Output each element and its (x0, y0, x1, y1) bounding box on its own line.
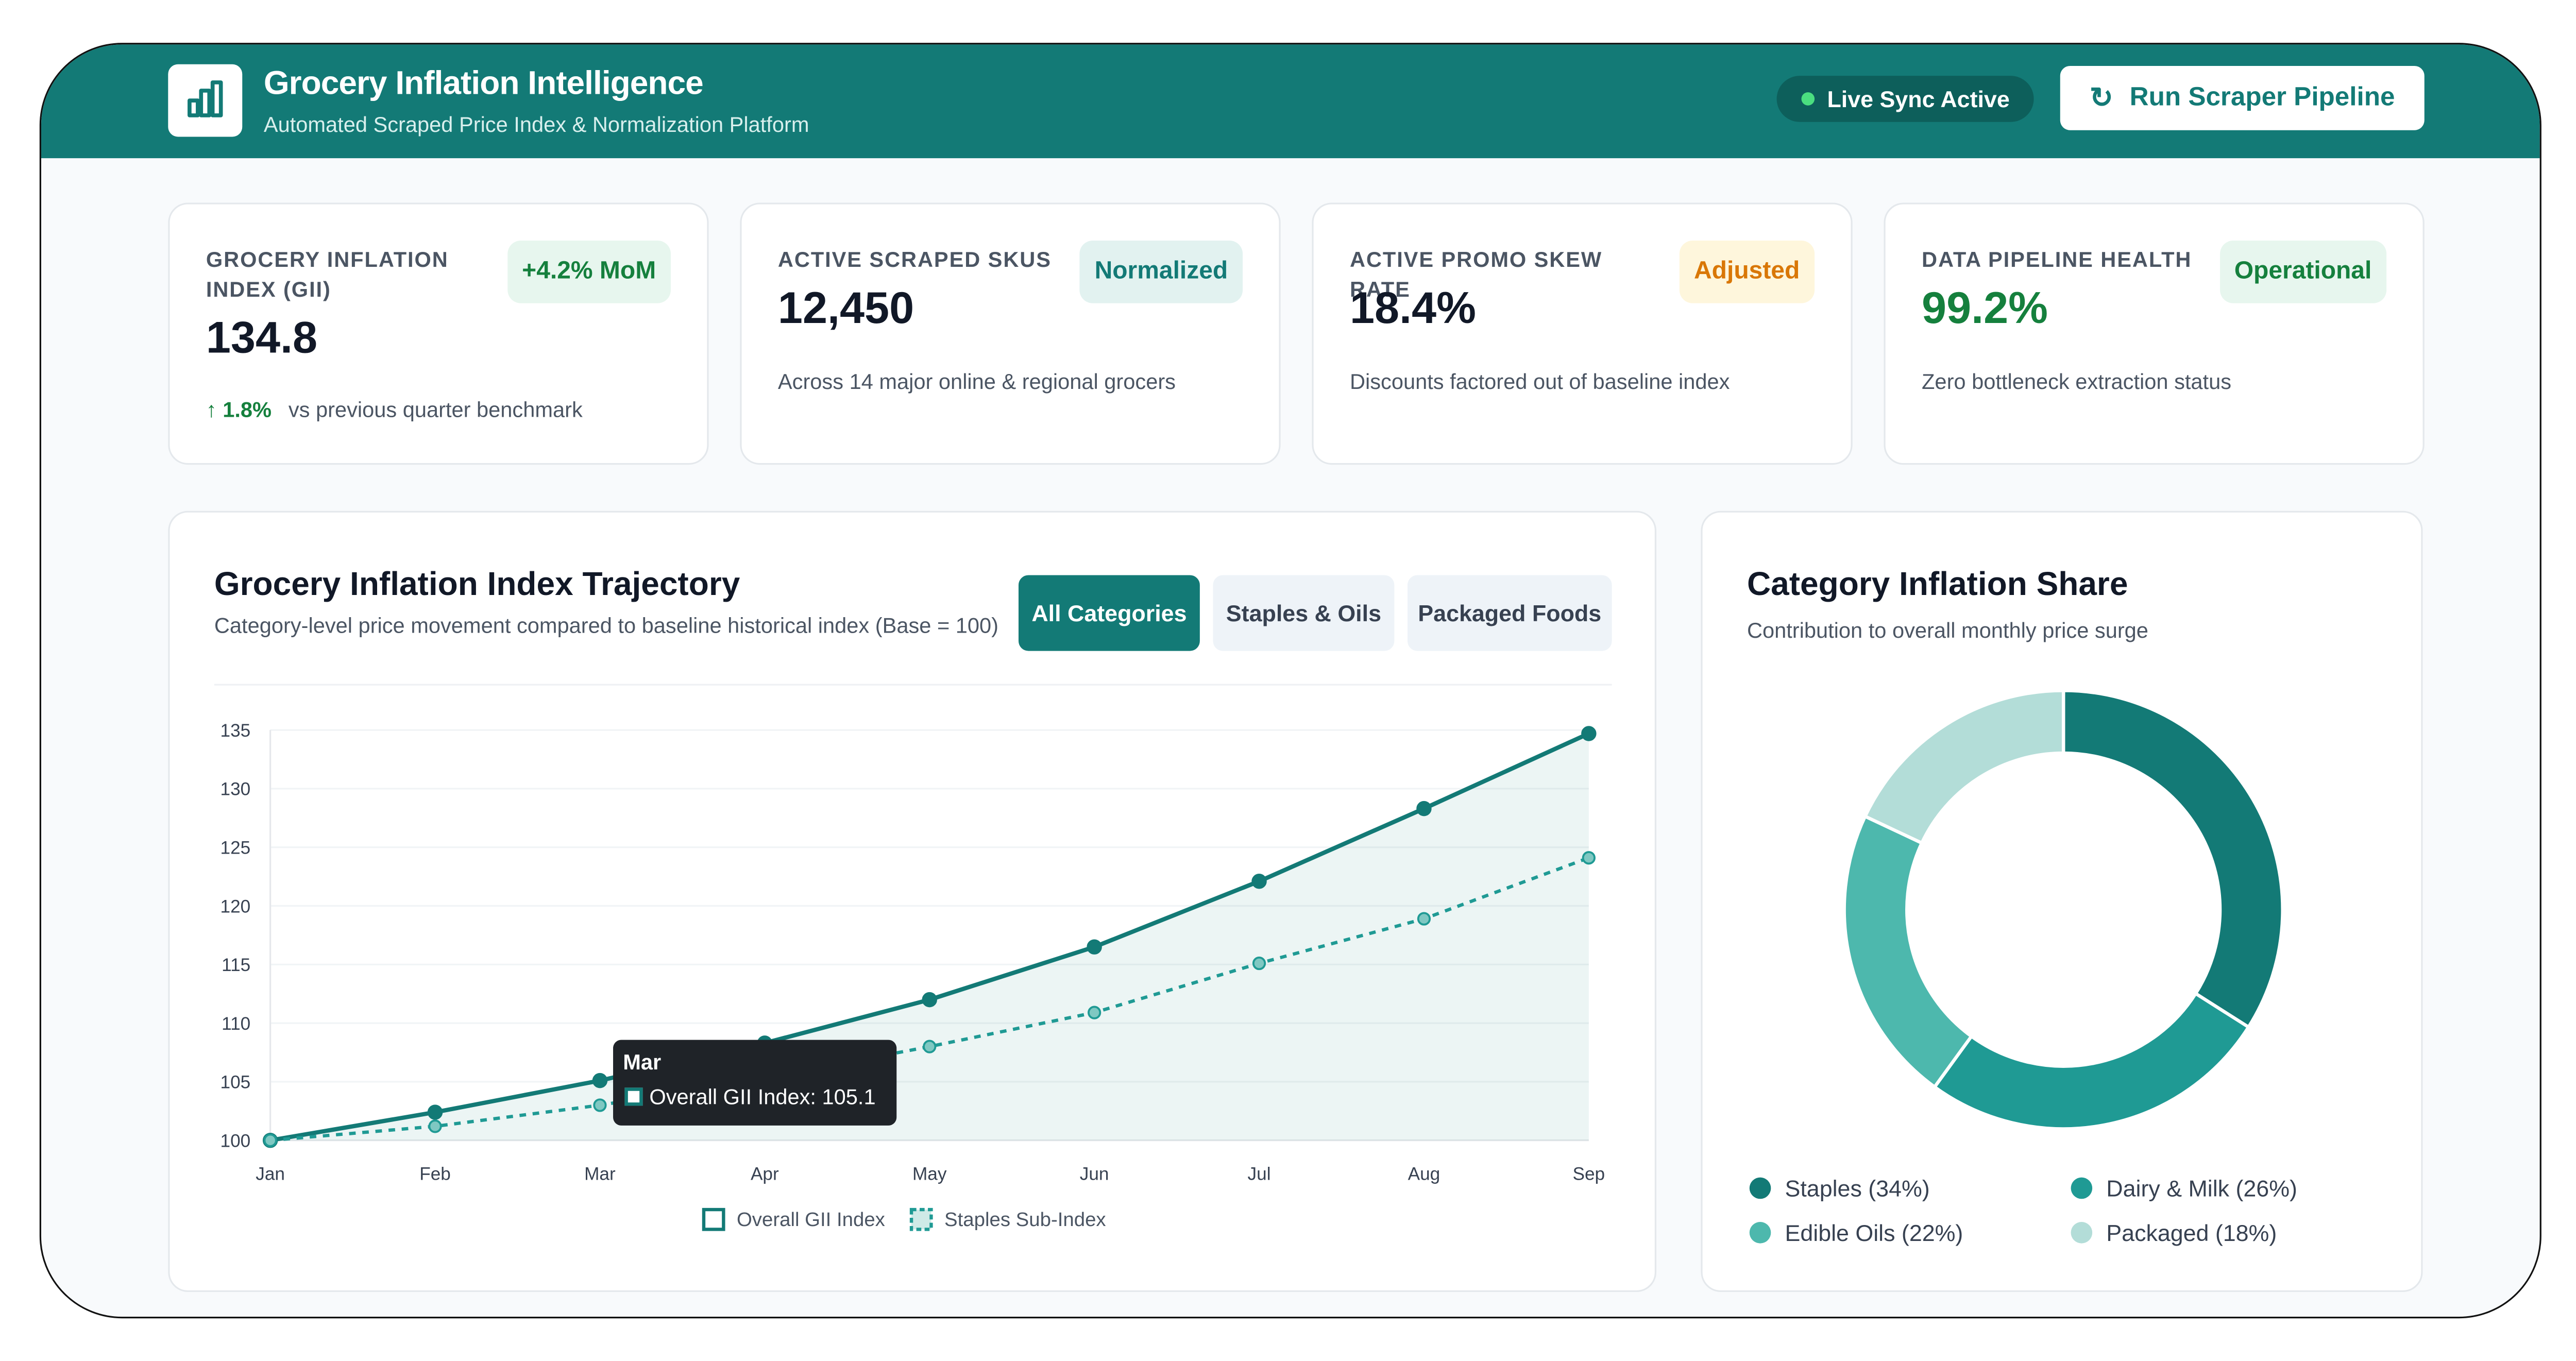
refresh-icon: ↻ (2090, 81, 2113, 113)
data-point (427, 1104, 443, 1120)
x-tick-label: Jan (256, 1164, 285, 1184)
x-tick-label: Feb (419, 1164, 451, 1184)
charts: 100 105 110 115 120 125 130 135 Jan Feb Mar Apr May J… (221, 689, 2297, 1246)
legend-dot (1749, 1222, 1771, 1244)
y-tick-label: 115 (222, 955, 250, 975)
logo (168, 64, 243, 137)
x-tick-label: Sep (1573, 1164, 1605, 1184)
data-point (1416, 801, 1432, 816)
legend-label: Overall GII Index (737, 1209, 885, 1231)
y-tick-label: 135 (221, 721, 251, 741)
x-tick-label: Apr (751, 1164, 779, 1184)
kpi-note: Across 14 major online & regional grocer… (777, 369, 1176, 394)
kpi-label: ACTIVE SCRAPED SKUS (777, 247, 1052, 272)
donut-slice (1842, 814, 1974, 1090)
y-tick-label: 110 (222, 1014, 250, 1034)
data-point (922, 992, 937, 1008)
data-point (428, 1119, 442, 1133)
share-card: Category Inflation Share Contribution to… (1701, 511, 2423, 1292)
donut-slice (1932, 991, 2251, 1131)
data-point (1088, 1006, 1101, 1019)
app-frame: Grocery Inflation Intelligence Automated… (39, 43, 2541, 1319)
legend-label: Edible Oils (22%) (1785, 1220, 1963, 1246)
x-tick-label: May (912, 1164, 947, 1184)
filter-button[interactable]: Staples & Oils (1213, 575, 1395, 651)
data-point (1417, 912, 1431, 926)
kpi-label: DATA PIPELINE HEALTH (1922, 247, 2192, 272)
sync-status: Live Sync Active (1776, 76, 2034, 122)
area-fill (270, 733, 1589, 1141)
logo-icon (188, 80, 223, 117)
tooltip-title: Mar (623, 1049, 662, 1075)
kpi-card: GROCERY INFLATION INDEX (GII) +4.2% MoM 13… (168, 202, 709, 465)
y-tick-label: 105 (221, 1073, 251, 1093)
app-subtitle: Automated Scraped Price Index & Normaliz… (263, 112, 809, 137)
data-point (923, 1040, 937, 1053)
data-point (592, 1073, 608, 1088)
data-point (1252, 956, 1266, 971)
x-tick-label: Mar (584, 1164, 616, 1184)
filter-button[interactable]: Packaged Foods (1407, 575, 1612, 651)
donut-slice (1862, 689, 2065, 845)
kpi-note: vs previous quarter benchmark (288, 397, 583, 422)
kpi-card: ACTIVE PROMO SKEW RATE Adjusted 18.4% Disco… (1312, 202, 1853, 465)
kpi-label: GROCERY INFLATION INDEX (GII) (206, 247, 449, 302)
kpi-value: 18.4% (1349, 283, 1476, 333)
legend-label: Dairy & Milk (26%) (2106, 1176, 2297, 1201)
kpi-value: 12,450 (777, 283, 914, 333)
legend-swatch (909, 1207, 933, 1231)
trend-card: Grocery Inflation Index Trajectory Categ… (168, 511, 1656, 1292)
data-point (263, 1133, 277, 1147)
y-tick-label: 120 (221, 896, 251, 916)
legend-dot (1749, 1177, 1771, 1199)
legend-dot (2071, 1177, 2093, 1199)
kpi-delta: ↑ 1.8% (206, 397, 272, 422)
app-title: Grocery Inflation Intelligence (263, 65, 704, 103)
kpi-card: DATA PIPELINE HEALTH Operational 99.2% Zero… (1884, 202, 2425, 465)
status-text: Live Sync Active (1827, 86, 2010, 112)
kpi-badge: Operational (2219, 241, 2387, 303)
kpi-card: ACTIVE SCRAPED SKUS Normalized 12,450 Acros… (740, 202, 1281, 465)
y-tick-label: 125 (221, 838, 251, 858)
x-tick-label: Jul (1248, 1164, 1271, 1184)
tooltip-text: Overall GII Index: 105.1 (649, 1084, 876, 1109)
chart-title: Category Inflation Share (1747, 567, 2128, 603)
kpi-note: Discounts factored out of baseline index (1349, 369, 1730, 394)
header: Grocery Inflation Intelligence Automated… (41, 44, 2540, 159)
data-point (1582, 851, 1596, 865)
tooltip-swatch (624, 1087, 643, 1106)
chart-subtitle: Contribution to overall monthly price su… (1747, 618, 2148, 643)
legend-dot (2071, 1222, 2093, 1244)
y-tick-label: 130 (221, 779, 251, 799)
kpi-value: 99.2% (1922, 283, 2048, 333)
status-dot (1801, 92, 1814, 106)
kpi-label: ACTIVE PROMO SKEW RATE (1349, 247, 1603, 302)
kpi-badge: Normalized (1079, 241, 1243, 303)
kpi-badge: Adjusted (1679, 241, 1815, 303)
x-tick-label: Aug (1408, 1164, 1440, 1184)
legend-label: Staples (34%) (1785, 1176, 1930, 1201)
legend-label: Staples Sub-Index (944, 1209, 1106, 1231)
data-point (593, 1098, 607, 1112)
data-point (1087, 939, 1102, 955)
donut-slice (2061, 689, 2284, 1030)
kpi-note: Zero bottleneck extraction status (1922, 369, 2232, 394)
data-point (1581, 726, 1597, 741)
data-point (1251, 874, 1267, 889)
run-pipeline-button[interactable]: ↻ Run Scraper Pipeline (2060, 65, 2425, 130)
filter-button[interactable]: All Categories (1018, 575, 1200, 651)
legend-label: Packaged (18%) (2106, 1220, 2277, 1246)
x-tick-label: Jun (1080, 1164, 1109, 1184)
y-tick-label: 100 (221, 1131, 251, 1151)
chart-title: Grocery Inflation Index Trajectory (214, 567, 740, 603)
legend-swatch (702, 1207, 725, 1231)
button-label[interactable]: Run Scraper Pipeline (2129, 83, 2395, 111)
kpi-badge: +4.2% MoM (507, 241, 671, 303)
chart-subtitle: Category-level price movement compared t… (214, 613, 999, 638)
tooltip: Mar Overall GII Index: 105.1 (613, 1040, 897, 1126)
kpi-value: 134.8 (206, 313, 318, 363)
divider (214, 684, 1612, 686)
